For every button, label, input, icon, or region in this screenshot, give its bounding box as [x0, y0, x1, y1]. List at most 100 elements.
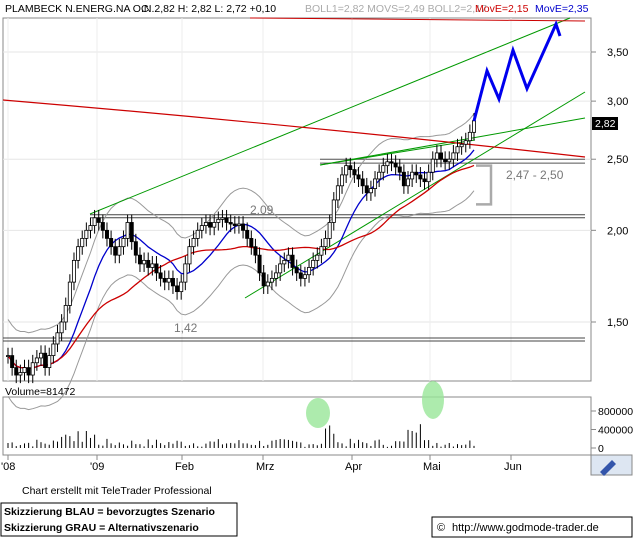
candle-body	[51, 343, 56, 356]
volume-tick-label: 400000	[598, 425, 633, 437]
candle-body	[348, 165, 353, 170]
candle-body	[373, 178, 378, 189]
candle-body	[92, 217, 97, 226]
candle-body	[377, 171, 382, 180]
candle-body	[278, 263, 283, 274]
volume-tick-label: 0	[598, 443, 604, 455]
candle-body	[195, 229, 200, 239]
footer-url[interactable]: http://www.godmode-trader.de	[452, 522, 599, 534]
y-tick-label: 1,50	[607, 317, 628, 329]
x-tick-label: Feb	[175, 461, 194, 473]
candle-body	[368, 188, 373, 194]
candle-body	[261, 272, 266, 287]
candle-body	[401, 171, 406, 187]
bollinger-bands	[7, 113, 475, 411]
draw-tool-icon[interactable]	[600, 460, 616, 476]
header-quote: C: 2,82 H: 2,82 L: 2,72 +0,10	[141, 3, 276, 15]
candle-body	[59, 321, 64, 334]
candle-body	[282, 259, 287, 265]
candle-body	[335, 185, 340, 201]
candle-body	[203, 222, 208, 226]
candle-body	[80, 237, 85, 248]
volume-tick-label: 800000	[598, 406, 633, 418]
candle-body	[307, 267, 312, 276]
candle-body	[360, 178, 365, 187]
volume-highlight	[306, 398, 330, 428]
candle-body	[418, 174, 423, 180]
candle-body	[129, 222, 134, 243]
candle-body	[319, 246, 324, 256]
x-tick-label: Mrz	[256, 461, 274, 473]
candle-body	[67, 281, 72, 306]
candle-body	[14, 367, 19, 376]
candle-body	[212, 222, 217, 228]
candle-body	[298, 272, 303, 279]
candle-body	[331, 199, 336, 223]
candle-body	[100, 222, 105, 231]
candle-body	[294, 267, 299, 274]
trend-line	[244, 91, 586, 299]
candle-body	[422, 178, 427, 183]
y-tick-label: 2,00	[607, 225, 628, 237]
candle-body	[430, 158, 435, 173]
candle-body	[113, 246, 118, 256]
bollinger-lower	[7, 190, 475, 411]
candle-body	[414, 171, 419, 176]
candle-body	[117, 246, 122, 256]
candle-body	[71, 259, 76, 283]
candle-body	[311, 259, 316, 268]
x-tick-label: Mai	[423, 461, 441, 473]
moving-average-red	[7, 164, 475, 370]
candle-body	[199, 225, 204, 231]
candle-body	[84, 229, 89, 239]
candle-body	[290, 254, 295, 268]
volume-label: Volume=81472	[5, 386, 76, 398]
candle-body	[397, 166, 402, 173]
header-move-red: MovE=2,15	[475, 3, 529, 15]
header-indicators: BOLL1=2,82 MOVS=2,49 BOLL2=2,17	[305, 3, 487, 15]
y-tick-label: 3,50	[607, 47, 628, 59]
candlestick-series	[6, 112, 476, 384]
candle-body	[364, 185, 369, 194]
long-moving-average	[2, 99, 586, 158]
candle-body	[245, 229, 250, 239]
candle-body	[30, 362, 35, 376]
candle-body	[406, 178, 411, 187]
candle-body	[187, 246, 192, 265]
last-price-badge	[592, 117, 618, 130]
scenario-grey-path	[476, 164, 493, 206]
x-tick-label: Jun	[504, 461, 522, 473]
legend-blue: Skizzierung BLAU = bevorzugtes Szenario	[4, 506, 215, 518]
volume-bars	[7, 381, 475, 448]
candle-body	[269, 277, 274, 283]
annotation-level-142: 1,42	[174, 321, 198, 335]
candle-body	[352, 169, 357, 176]
candle-body	[220, 217, 225, 220]
x-axis-ticks: '08 '09 Feb Mrz Apr Mai Jun	[1, 455, 616, 476]
candle-body	[170, 277, 175, 287]
gridlines	[3, 18, 591, 381]
candle-body	[274, 272, 279, 279]
candle-body	[393, 162, 398, 168]
candle-body	[410, 171, 415, 180]
candle-body	[22, 367, 27, 373]
moving-averages	[2, 17, 586, 370]
candle-body	[63, 305, 68, 323]
url-box	[431, 516, 633, 538]
candle-body	[302, 274, 307, 279]
candle-body	[133, 241, 138, 256]
candle-body	[142, 259, 147, 265]
candle-body	[146, 259, 151, 268]
candle-body	[216, 218, 221, 223]
annotation-level-209: 2,09	[250, 203, 274, 217]
price-panel-frame	[2, 17, 592, 382]
trend-line	[89, 17, 571, 215]
candle-body	[43, 352, 48, 369]
footer-credit: Chart erstellt mit TeleTrader Profession…	[22, 485, 212, 497]
volume-axis-ticks: 800000 400000 0	[591, 406, 633, 455]
candle-body	[265, 281, 270, 287]
candle-body	[88, 225, 93, 231]
candle-body	[340, 174, 345, 187]
candle-body	[385, 161, 390, 167]
candle-body	[224, 217, 229, 223]
